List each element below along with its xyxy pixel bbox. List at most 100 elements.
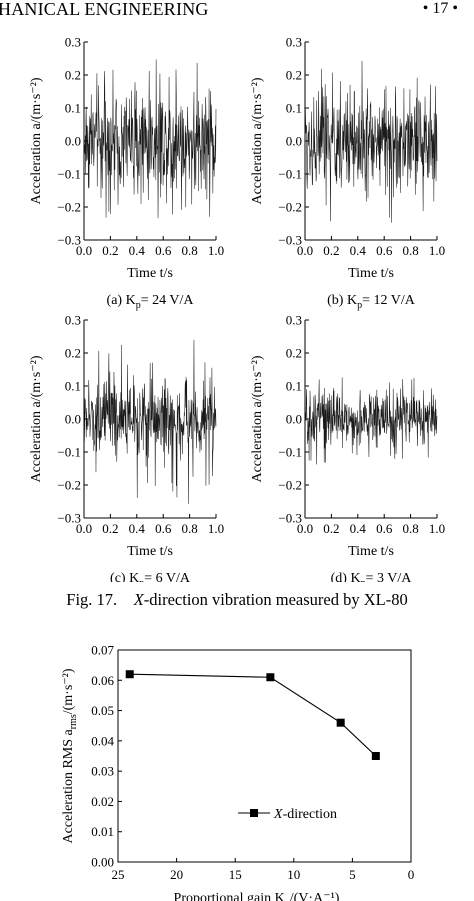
- acceleration-trace: [304, 60, 438, 223]
- panel-caption-subscript: p: [136, 300, 141, 311]
- x-tick-label: 0.4: [350, 521, 367, 536]
- y-tick-label: −0.2: [57, 478, 81, 493]
- y-tick-label: 0.02: [91, 794, 114, 809]
- x-tick-label: 0.4: [350, 243, 367, 258]
- x-tick-label: 0.8: [181, 243, 197, 258]
- panel-caption-label: (d) K: [331, 571, 361, 582]
- y-tick-label: −0.3: [57, 233, 81, 248]
- panel-caption-subscript: p: [361, 578, 366, 582]
- panel-caption: (a) Kp= 24 V/A: [107, 293, 195, 311]
- y-tick-label: 0.2: [286, 68, 302, 83]
- panel-caption: (c) Kp= 6 V/A: [110, 571, 191, 582]
- y-axis-label: Acceleration RMS arms/(m·s⁻²): [61, 668, 79, 843]
- y-tick-label: 0.04: [91, 733, 114, 748]
- x-axis-label-sub: p: [285, 898, 290, 901]
- x-tick-label: 0.2: [323, 521, 339, 536]
- x-tick-label: 0.0: [76, 521, 92, 536]
- caption-italic: X: [133, 590, 144, 609]
- caption-prefix: Fig. 17.: [66, 590, 118, 609]
- x-tick-label: 15: [229, 867, 242, 882]
- y-tick-label: 0.1: [65, 101, 81, 116]
- x-tick-label: 1.0: [429, 243, 445, 258]
- legend-marker: [250, 809, 258, 817]
- x-tick-label: 0.0: [76, 243, 92, 258]
- x-axis-label-units: /(V·A⁻¹): [290, 891, 340, 901]
- plot-frame: [117, 649, 412, 863]
- data-point-marker: [125, 670, 134, 679]
- x-axis-label: Time t/s: [127, 266, 173, 281]
- x-tick-label: 0.4: [129, 243, 146, 258]
- x-tick-label: 0: [408, 867, 415, 882]
- series-line: [129, 673, 377, 757]
- x-tick-label: 0.8: [402, 521, 418, 536]
- y-tick-label: 0.05: [91, 703, 114, 718]
- x-tick-label: 0.8: [181, 521, 197, 536]
- x-tick-label: 0.2: [102, 521, 118, 536]
- panel-caption-value: = 24 V/A: [141, 293, 195, 308]
- y-tick-label: 0.0: [65, 412, 81, 427]
- y-tick-label: −0.1: [57, 167, 81, 182]
- x-tick-label: 0.0: [297, 243, 313, 258]
- panel-caption-subscript: p: [139, 578, 144, 582]
- y-tick-label: 0.2: [65, 68, 81, 83]
- legend-label-italic: X: [273, 807, 283, 822]
- y-tick-label: −0.1: [57, 445, 81, 460]
- y-tick-label: −0.3: [57, 511, 81, 526]
- caption-rest: -direction vibration measured by XL-80: [143, 590, 408, 609]
- x-axis-label: Proportional gain Kp/(V·A⁻¹): [174, 891, 340, 901]
- y-axis-label: Acceleration a/(m·s⁻²): [250, 355, 265, 482]
- panel-caption-label: (b) K: [327, 293, 357, 308]
- y-tick-label: 0.2: [286, 346, 302, 361]
- x-tick-label: 0.6: [376, 243, 393, 258]
- legend-label-rest: -direction: [283, 807, 337, 822]
- y-tick-label: −0.3: [278, 511, 302, 526]
- y-tick-label: 0.01: [91, 824, 114, 839]
- figure-17-caption: Fig. 17. X-direction vibration measured …: [0, 590, 474, 610]
- page-header: HANICAL ENGINEERING • 17 •: [0, 0, 474, 22]
- data-point-marker: [336, 718, 345, 727]
- y-tick-label: −0.3: [278, 233, 302, 248]
- y-tick-label: −0.2: [278, 478, 302, 493]
- y-axis-label-text: Acceleration RMS a: [61, 728, 76, 843]
- panel-caption: (d) Kp= 3 V/A: [331, 571, 413, 582]
- y-tick-label: 0.0: [286, 134, 302, 149]
- x-tick-label: 1.0: [208, 521, 224, 536]
- vibration-panel-b: 0.30.20.10.0−0.1−0.2−0.30.0 0.2 0.4 0.6 0.8 1…: [250, 35, 445, 312]
- x-tick-label: 0.6: [155, 521, 172, 536]
- x-tick-label: 5: [349, 867, 356, 882]
- y-tick-label: 0.0: [65, 134, 81, 149]
- y-tick-label: 0.3: [286, 35, 302, 50]
- x-tick-label: 0.8: [402, 243, 418, 258]
- panel-caption: (b) Kp= 12 V/A: [327, 293, 416, 311]
- x-axis-label-text: Proportional gain K: [174, 891, 285, 901]
- y-axis-label: Acceleration a/(m·s⁻²): [29, 355, 44, 482]
- acceleration-trace: [83, 339, 217, 504]
- y-tick-label: 0.00: [91, 855, 114, 870]
- y-tick-label: 0.1: [286, 379, 302, 394]
- x-axis-label: Time t/s: [127, 544, 173, 559]
- y-axis-label: Acceleration a/(m·s⁻²): [250, 77, 265, 204]
- x-axis-label: Time t/s: [348, 544, 394, 559]
- y-tick-label: 0.0: [286, 412, 302, 427]
- x-tick-label: 0.6: [155, 243, 172, 258]
- figure-17-vibration-panels: 0.30.20.10.0−0.1−0.2−0.30.0 0.2 0.4 0.6 0.8 1…: [29, 35, 445, 583]
- y-tick-label: 0.3: [286, 313, 302, 328]
- x-tick-label: 0.2: [102, 243, 118, 258]
- x-tick-label: 0.6: [376, 521, 393, 536]
- y-tick-label: −0.1: [278, 167, 302, 182]
- legend-label: X-direction: [273, 807, 337, 822]
- y-axis-label: Acceleration a/(m·s⁻²): [29, 77, 44, 204]
- panel-caption-label: (c) K: [110, 571, 139, 582]
- y-tick-label: 0.03: [91, 764, 114, 779]
- x-tick-label: 1.0: [208, 243, 224, 258]
- vibration-panel-a: 0.30.20.10.0−0.1−0.2−0.30.0 0.2 0.4 0.6 0.8 1…: [29, 35, 224, 312]
- page-number: • 17 •: [422, 0, 458, 17]
- panel-caption-label: (a) K: [107, 293, 136, 308]
- panel-caption-value: = 6 V/A: [144, 571, 191, 582]
- x-tick-label: 10: [287, 867, 300, 882]
- y-tick-label: 0.2: [65, 346, 81, 361]
- acceleration-trace: [304, 377, 438, 465]
- y-tick-label: 0.1: [65, 379, 81, 394]
- x-tick-label: 25: [112, 867, 125, 882]
